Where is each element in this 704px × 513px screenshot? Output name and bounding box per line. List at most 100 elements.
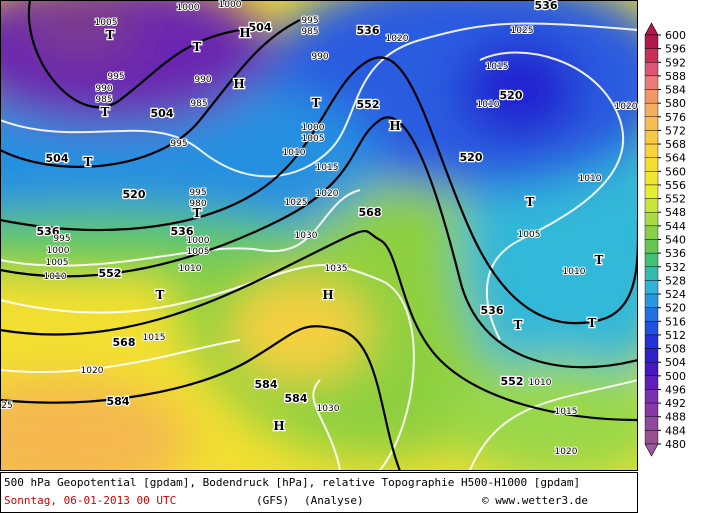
height-contour-label: 584: [285, 392, 308, 405]
pressure-center-marker: T: [106, 28, 115, 42]
colorbar-segment: [644, 34, 659, 49]
colorbar-label: 516: [665, 315, 686, 328]
colorbar-segment: [644, 362, 659, 377]
colorbar-label: 536: [665, 247, 686, 260]
pressure-contour-label: 990: [311, 52, 328, 62]
colorbar-label: 588: [665, 70, 686, 83]
pressure-contour-label: 1010: [44, 272, 67, 282]
pressure-center-marker: T: [101, 105, 110, 119]
footer-date: Sonntag, 06-01-2013 00 UTC: [4, 494, 176, 507]
colorbar-segment: [644, 130, 659, 145]
colorbar-segment: [644, 307, 659, 322]
pressure-contour-label: 1010: [529, 378, 552, 388]
colorbar: 6005965925885845805765725685645605565525…: [644, 22, 686, 457]
pressure-center-marker: H: [389, 119, 400, 133]
pressure-center-marker: T: [588, 316, 597, 330]
colorbar-label: 572: [665, 124, 686, 137]
colorbar-segment: [644, 143, 659, 158]
height-contour-label: 584: [255, 378, 278, 391]
pressure-contour-label: 1025: [285, 198, 308, 208]
colorbar-segment: [644, 198, 659, 213]
pressure-contour-label: 1020: [316, 189, 339, 199]
pressure-contour-label: 1015: [486, 62, 509, 72]
pressure-contour-label: 995: [53, 234, 70, 244]
colorbar-cap: [644, 22, 659, 36]
height-contour-label: 552: [99, 267, 122, 280]
colorbar-segment: [644, 89, 659, 104]
colorbar-cap: [644, 443, 659, 457]
height-contour-label: 568: [113, 336, 136, 349]
map-frame: [0, 0, 638, 471]
colorbar-label: 532: [665, 261, 686, 274]
pressure-contour-label: 1000: [47, 246, 70, 256]
height-contour-label: 536: [481, 304, 504, 317]
height-contour-label: 536: [535, 0, 558, 12]
pressure-center-marker: H: [239, 26, 250, 40]
colorbar-segment: [644, 252, 659, 267]
colorbar-segment: [644, 212, 659, 227]
colorbar-segment: [644, 348, 659, 363]
colorbar-label: 548: [665, 206, 686, 219]
colorbar-label: 488: [665, 411, 686, 424]
colorbar-label: 508: [665, 343, 686, 356]
colorbar-label: 524: [665, 288, 686, 301]
pressure-center-marker: H: [233, 77, 244, 91]
height-contour-label: 536: [37, 225, 60, 238]
pressure-contour-label: 1020: [555, 447, 578, 457]
colorbar-segment: [644, 171, 659, 186]
pressure-contour-label: 1010: [179, 264, 202, 274]
colorbar-label: 560: [665, 165, 686, 178]
footer-description: 500 hPa Geopotential [gpdam], Bodendruck…: [4, 476, 580, 489]
colorbar-segment: [644, 225, 659, 240]
colorbar-segment: [644, 266, 659, 281]
height-contour-label: 504: [151, 107, 174, 120]
pressure-center-marker: H: [273, 419, 284, 433]
footer-model: (GFS): [256, 494, 289, 507]
colorbar-label: 512: [665, 329, 686, 342]
pressure-contour-label: 995: [170, 139, 187, 149]
colorbar-segment: [644, 321, 659, 336]
colorbar-label: 528: [665, 274, 686, 287]
height-contour-label: 536: [171, 225, 194, 238]
height-contour-label: 504: [46, 152, 69, 165]
pressure-contour-label: 1020: [81, 366, 104, 376]
pressure-center-marker: T: [312, 96, 321, 110]
pressure-contour-label: 1000: [302, 123, 325, 133]
pressure-contour-label: 1015: [555, 407, 578, 417]
pressure-contour-label: 995: [301, 16, 318, 26]
pressure-center-marker: T: [193, 40, 202, 54]
pressure-contour-label: 25: [1, 401, 12, 411]
colorbar-segment: [644, 402, 659, 417]
pressure-contour-label: 1020: [386, 34, 409, 44]
pressure-contour-label: 995: [107, 72, 124, 82]
pressure-contour-label: 1000: [219, 0, 242, 10]
pressure-center-marker: T: [595, 253, 604, 267]
pressure-contour-label: 1005: [187, 247, 210, 257]
pressure-contour-label: 1030: [295, 231, 318, 241]
colorbar-segment: [644, 157, 659, 172]
colorbar-label: 596: [665, 43, 686, 56]
pressure-contour-label: 1000: [187, 236, 210, 246]
pressure-center-marker: T: [193, 206, 202, 220]
colorbar-label: 592: [665, 56, 686, 69]
colorbar-label: 484: [665, 424, 686, 437]
pressure-center-marker: T: [526, 195, 535, 209]
footer-box: [0, 472, 638, 513]
colorbar-label: 544: [665, 220, 686, 233]
pressure-contour-label: 1005: [518, 230, 541, 240]
colorbar-segment: [644, 293, 659, 308]
height-contour-label: 520: [460, 151, 483, 164]
pressure-contour-label: 1010: [563, 267, 586, 277]
colorbar-label: 580: [665, 97, 686, 110]
colorbar-segment: [644, 239, 659, 254]
height-contour-label: 552: [501, 375, 524, 388]
colorbar-label: 568: [665, 138, 686, 151]
pressure-center-marker: T: [156, 288, 165, 302]
colorbar-label: 576: [665, 111, 686, 124]
colorbar-segment: [644, 184, 659, 199]
pressure-center-marker: H: [322, 288, 333, 302]
pressure-contour-label: 1015: [316, 163, 339, 173]
height-contour-label: 568: [359, 206, 382, 219]
colorbar-segment: [644, 102, 659, 117]
height-contour-label: 536: [357, 24, 380, 37]
